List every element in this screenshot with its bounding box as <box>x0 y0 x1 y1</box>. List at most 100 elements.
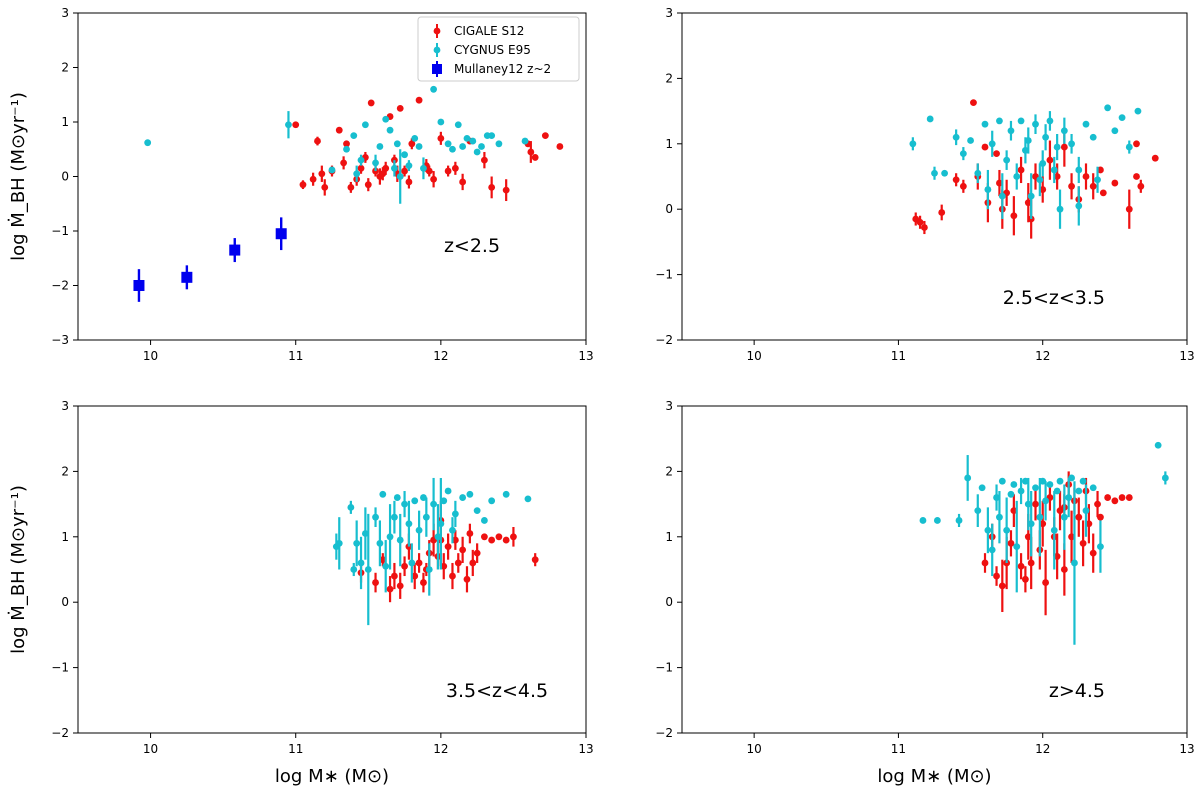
data-point-cygnus <box>1111 127 1119 135</box>
data-point-cygnus <box>459 143 467 150</box>
data-point-cygnus <box>1065 494 1073 501</box>
data-point-cygnus <box>1007 490 1015 498</box>
legend-label: CIGALE S12 <box>454 24 524 38</box>
data-point-cygnus <box>386 126 394 134</box>
data-point-cygnus <box>1017 487 1025 495</box>
data-point-cygnus <box>1118 114 1126 122</box>
data-point-cygnus <box>361 530 369 537</box>
data-point-cygnus <box>1046 117 1054 125</box>
y-tick-label: −3 <box>51 333 69 347</box>
data-point-cygnus <box>1094 176 1101 184</box>
data-point-cigale <box>292 121 300 129</box>
data-point-cygnus <box>1053 487 1061 495</box>
data-point-cygnus <box>144 139 152 147</box>
legend-marker <box>432 64 442 74</box>
data-point-cigale <box>1017 562 1025 570</box>
data-point-cygnus <box>386 533 394 541</box>
data-point-cigale <box>401 167 408 175</box>
x-tick-label: 10 <box>747 349 762 363</box>
data-point-cygnus <box>353 539 361 547</box>
data-point-cygnus <box>440 497 448 505</box>
data-point-cygnus <box>285 121 292 129</box>
data-point-cygnus <box>437 520 445 528</box>
data-point-cygnus <box>415 526 423 534</box>
data-point-cygnus <box>425 566 433 573</box>
data-point-cygnus <box>964 474 972 482</box>
data-point-cygnus <box>391 513 398 521</box>
y-tick-label: −2 <box>51 726 69 740</box>
data-point-cigale <box>405 178 413 186</box>
data-point-cigale <box>1068 182 1075 190</box>
data-point-cygnus <box>430 500 437 508</box>
x-tick-label: 11 <box>891 742 906 756</box>
data-point-cigale <box>364 181 372 189</box>
data-point-cigale <box>367 99 375 107</box>
data-point-mullaney <box>229 244 241 256</box>
redshift-annotation: 2.5<z<3.5 <box>1003 287 1105 309</box>
data-point-cigale <box>1151 154 1159 162</box>
data-point-cigale <box>1039 186 1047 193</box>
data-point-cigale <box>466 530 474 537</box>
legend: CIGALE S12 CYGNUS E95 Mullaney12 z~2 <box>417 16 580 82</box>
data-point-cigale <box>473 549 481 557</box>
data-point-cygnus <box>909 140 917 148</box>
data-point-cygnus <box>524 495 532 503</box>
data-point-cygnus <box>1036 513 1044 521</box>
data-point-cigale <box>1085 520 1093 528</box>
data-point-cygnus <box>1050 526 1058 534</box>
data-point-cigale <box>321 184 329 191</box>
data-point-cygnus <box>1003 156 1011 164</box>
data-point-cygnus <box>1050 166 1058 174</box>
data-point-cygnus <box>1046 481 1054 488</box>
data-point-cygnus <box>463 134 471 142</box>
y-tick-label: 1 <box>61 115 69 129</box>
data-point-cygnus <box>996 513 1003 521</box>
data-point-cygnus <box>415 143 423 150</box>
data-point-cygnus <box>988 140 996 148</box>
data-point-cygnus <box>449 526 456 534</box>
data-point-cygnus <box>1060 513 1068 521</box>
data-point-cigale <box>1027 559 1035 567</box>
data-point-cygnus <box>420 494 427 501</box>
data-point-cygnus <box>408 559 416 567</box>
data-point-cigale <box>1104 494 1112 501</box>
data-point-cygnus <box>931 169 938 177</box>
data-point-cigale <box>314 137 321 145</box>
data-point-cigale <box>488 184 496 191</box>
y-tick-label: 3 <box>665 399 673 413</box>
data-point-cygnus <box>473 507 481 515</box>
redshift-annotation: z>4.5 <box>1049 680 1105 702</box>
data-point-cigale <box>1111 179 1119 187</box>
data-point-cigale <box>1097 166 1104 174</box>
data-point-cigale <box>481 156 488 164</box>
x-tick-label: 13 <box>1179 742 1194 756</box>
data-point-cygnus <box>405 520 413 528</box>
x-tick-label: 10 <box>143 742 158 756</box>
data-point-cigale <box>527 148 535 156</box>
data-point-cigale <box>420 579 427 586</box>
data-point-cygnus <box>1010 481 1018 488</box>
y-tick-label: 2 <box>61 61 69 75</box>
y-axis-label: log Ṁ_BH (M⊙yr⁻¹) <box>8 485 29 654</box>
data-point-cigale <box>318 170 326 178</box>
data-point-cygnus <box>411 134 419 142</box>
data-point-cigale <box>1094 500 1101 508</box>
data-point-cigale <box>463 575 471 583</box>
data-point-cygnus <box>1082 507 1090 515</box>
data-point-cygnus <box>998 192 1006 200</box>
data-point-cygnus <box>382 562 390 570</box>
data-point-cygnus <box>955 517 963 524</box>
data-point-cigale <box>921 224 928 231</box>
data-point-cygnus <box>357 156 365 164</box>
data-point-cigale <box>415 96 423 104</box>
data-point-cygnus <box>1082 120 1090 128</box>
data-point-cigale <box>1060 566 1068 573</box>
y-tick-label: −1 <box>655 661 673 675</box>
data-point-cigale <box>1133 173 1140 180</box>
data-point-cigale <box>502 186 510 194</box>
data-point-cygnus <box>328 166 336 174</box>
data-point-cigale <box>1133 140 1140 148</box>
x-tick-label: 11 <box>288 349 303 363</box>
data-point-cygnus <box>1027 192 1035 200</box>
